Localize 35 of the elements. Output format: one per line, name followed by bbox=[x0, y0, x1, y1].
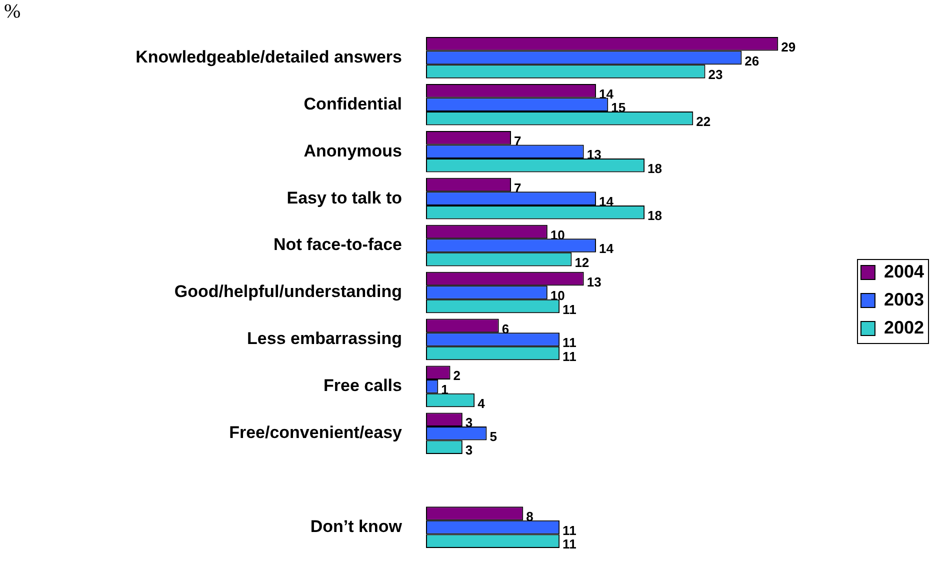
text: % bbox=[4, 0, 21, 22]
data-label: 7 bbox=[514, 180, 522, 196]
y-tick-label: Less embarrassing bbox=[247, 329, 402, 348]
data-label: 2 bbox=[453, 368, 461, 384]
data-label: 12 bbox=[574, 254, 590, 270]
y-tick-label: Free/convenient/easy bbox=[229, 423, 403, 442]
data-label: 29 bbox=[781, 39, 796, 54]
y-tick-label: Confidential bbox=[304, 94, 402, 114]
legend-label: 2003 bbox=[884, 289, 924, 310]
y-tick-label: Not face-to-face bbox=[274, 235, 402, 254]
y-tick-label: Easy to talk to bbox=[286, 188, 402, 208]
data-label: 11 bbox=[562, 302, 576, 317]
legend-label: 2002 bbox=[884, 317, 924, 338]
data-label: 18 bbox=[648, 208, 662, 223]
y-tick-label: Good/helpful/understanding bbox=[174, 282, 402, 302]
data-label: 5 bbox=[490, 428, 497, 444]
data-label: 11 bbox=[562, 348, 576, 364]
y-tick-label: Don’t know bbox=[310, 517, 403, 536]
legend-label: 2004 bbox=[884, 261, 924, 282]
y-tick-label: Knowledgeable/detailed answers bbox=[136, 47, 402, 66]
y-tick-label: Anonymous bbox=[304, 141, 402, 160]
data-label: 22 bbox=[696, 114, 711, 129]
data-label: 14 bbox=[598, 241, 614, 256]
data-label: 11 bbox=[562, 536, 576, 552]
data-label: 7 bbox=[514, 133, 522, 148]
data-label: 11 bbox=[562, 522, 576, 538]
data-label: 18 bbox=[648, 160, 662, 176]
data-label: 13 bbox=[586, 274, 602, 290]
data-label: 3 bbox=[465, 442, 473, 458]
data-label: 23 bbox=[708, 67, 723, 82]
data-label: 26 bbox=[744, 53, 760, 68]
data-label: 4 bbox=[478, 396, 486, 411]
y-tick-label: Free calls bbox=[324, 376, 402, 396]
data-label: 8 bbox=[526, 509, 534, 524]
data-label: 11 bbox=[562, 335, 576, 350]
